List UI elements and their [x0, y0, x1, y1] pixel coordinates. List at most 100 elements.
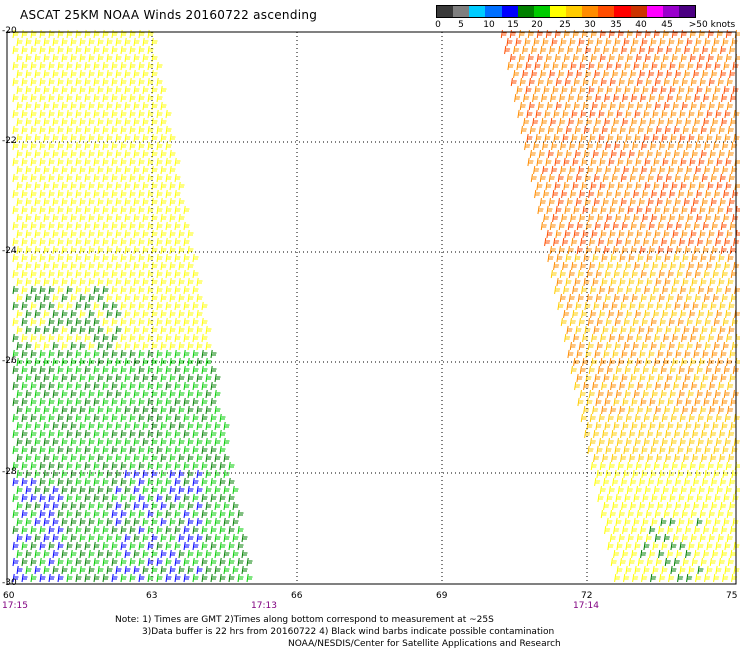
wind-barb: [689, 461, 696, 471]
wind-barb: [111, 317, 118, 327]
wind-barb: [84, 269, 91, 279]
wind-barb: [545, 181, 552, 191]
wind-barb: [673, 381, 680, 391]
wind-barb: [120, 237, 127, 247]
wind-barb: [596, 341, 603, 351]
wind-barb: [636, 101, 643, 111]
wind-barb: [142, 517, 149, 527]
wind-barb: [652, 109, 659, 119]
wind-barb: [84, 141, 91, 151]
wind-barb: [142, 309, 149, 319]
wind-barb: [97, 69, 104, 79]
wind-barb: [679, 237, 686, 247]
wind-barb: [592, 125, 599, 135]
wind-barb: [533, 141, 540, 151]
wind-barb: [12, 397, 19, 407]
wind-barb: [196, 565, 203, 575]
wind-barb: [704, 165, 711, 175]
wind-barb: [638, 301, 645, 311]
wind-barb: [547, 125, 554, 135]
wind-barb: [165, 109, 172, 119]
wind-barb: [174, 317, 181, 327]
wind-barb: [685, 93, 692, 103]
wind-barb: [120, 557, 127, 567]
wind-barb: [713, 469, 720, 479]
wind-barb: [685, 269, 692, 279]
wind-barb: [608, 461, 615, 471]
wind-barb: [223, 437, 230, 447]
wind-barb: [129, 541, 136, 551]
wind-barb: [599, 309, 606, 319]
wind-barb: [577, 269, 584, 279]
wind-barb: [619, 381, 626, 391]
wind-barb: [75, 109, 82, 119]
wind-barb: [61, 37, 68, 47]
wind-barb: [102, 45, 109, 55]
wind-barb: [614, 37, 621, 47]
wind-barb: [138, 221, 145, 231]
wind-barb: [52, 389, 59, 399]
wind-barb: [697, 541, 704, 551]
wind-barb: [564, 205, 571, 215]
wind-barb: [178, 213, 185, 223]
wind-barb: [679, 261, 686, 271]
wind-barb: [591, 101, 598, 111]
wind-barb: [734, 285, 740, 295]
wind-barb: [102, 477, 109, 487]
wind-barb: [615, 85, 622, 95]
wind-barb: [711, 477, 718, 487]
wind-barb: [39, 109, 46, 119]
wind-barb: [120, 157, 127, 167]
wind-barb: [165, 477, 172, 487]
wind-barb: [684, 69, 691, 79]
wind-barb: [660, 85, 667, 95]
wind-barb: [555, 205, 562, 215]
wind-barb: [147, 557, 154, 567]
wind-barb: [526, 109, 533, 119]
wind-barb: [66, 125, 73, 135]
wind-barb: [637, 557, 644, 567]
wind-barb: [647, 197, 654, 207]
wind-barb: [133, 101, 140, 111]
wind-barb: [138, 573, 145, 583]
wind-barb: [579, 189, 586, 199]
wind-barb: [721, 549, 728, 559]
wind-barb: [133, 565, 140, 575]
wind-barb: [650, 469, 657, 479]
wind-barb: [687, 61, 694, 71]
wind-barb: [120, 61, 127, 71]
wind-barb: [629, 173, 636, 183]
wind-barb: [88, 405, 95, 415]
wind-barb: [160, 197, 167, 207]
wind-barb: [713, 141, 720, 151]
wind-barb: [97, 565, 104, 575]
wind-barb: [52, 437, 59, 447]
wind-barb: [16, 37, 23, 47]
wind-barb: [603, 45, 610, 55]
wind-barb: [88, 197, 95, 207]
wind-barb: [43, 149, 50, 159]
wind-barb: [30, 237, 37, 247]
wind-barb: [16, 261, 23, 271]
wind-barb: [580, 133, 587, 143]
wind-barb: [633, 85, 640, 95]
wind-barb: [558, 69, 565, 79]
wind-barb: [97, 229, 104, 239]
wind-barb: [156, 285, 163, 295]
wind-barb: [52, 229, 59, 239]
wind-barb: [93, 141, 100, 151]
wind-barb: [133, 37, 140, 47]
wind-barb: [692, 301, 699, 311]
wind-barb: [700, 149, 707, 159]
wind-barb: [205, 501, 212, 511]
wind-barb: [677, 317, 684, 327]
wind-barb: [614, 165, 621, 175]
wind-barb: [120, 333, 127, 343]
wind-barb: [151, 37, 158, 47]
wind-barb: [726, 533, 733, 543]
wind-barb: [697, 261, 704, 271]
wind-barb: [210, 365, 217, 375]
wind-barb: [133, 405, 140, 415]
wind-barb: [214, 533, 221, 543]
wind-barb: [219, 493, 226, 503]
